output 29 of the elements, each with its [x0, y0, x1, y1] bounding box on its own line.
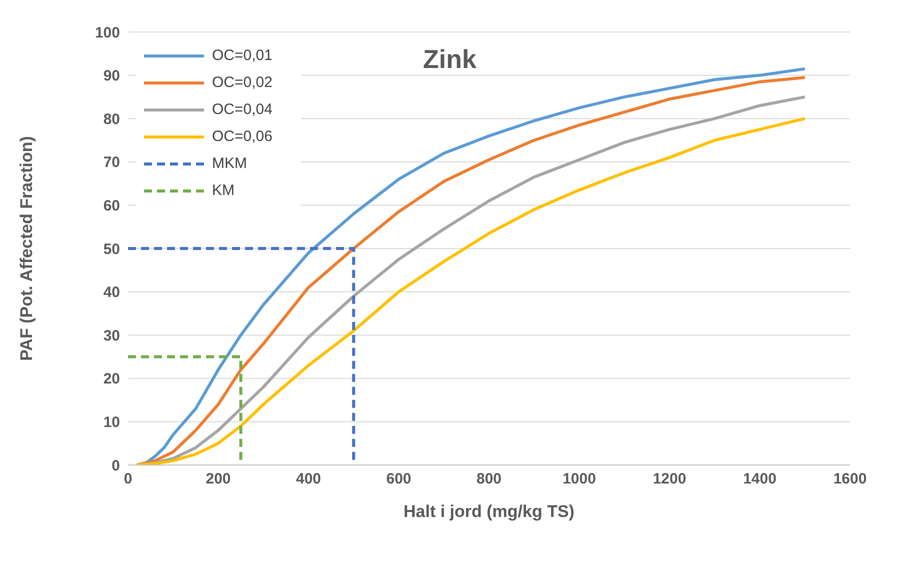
legend-label: MKM — [212, 155, 247, 172]
x-axis-title: Halt i jord (mg/kg TS) — [404, 502, 574, 521]
legend-label: OC=0,02 — [212, 74, 272, 91]
y-tick-label: 70 — [103, 154, 120, 172]
x-tick-label: 400 — [296, 470, 322, 488]
y-tick-label: 40 — [103, 284, 120, 302]
legend-label: OC=0,04 — [212, 101, 272, 118]
legend-label: KM — [212, 182, 234, 199]
y-tick-label: 80 — [103, 110, 120, 128]
x-tick-label: 800 — [476, 470, 502, 488]
text: Zink — [423, 44, 476, 75]
y-tick-label: 30 — [103, 327, 120, 344]
y-tick-label: 10 — [103, 414, 120, 432]
y-tick-label: 60 — [103, 198, 120, 215]
x-tick-label: 200 — [206, 470, 231, 488]
y-tick-label: 20 — [103, 370, 120, 388]
y-axis-title: PAF (Pot. Affected Fraction) — [17, 136, 36, 361]
x-tick-label: 1200 — [652, 470, 686, 488]
y-tick-label: 90 — [103, 68, 120, 85]
x-tick-label: 0 — [124, 470, 132, 488]
y-tick-label: 0 — [112, 457, 120, 474]
x-tick-label: 600 — [386, 470, 412, 488]
legend-label: OC=0,01 — [212, 47, 272, 64]
x-tick-label: 1400 — [743, 470, 776, 488]
legend-label: OC=0,06 — [212, 128, 272, 145]
y-tick-label: 100 — [94, 24, 120, 42]
x-tick-label: 1600 — [833, 470, 867, 488]
y-tick-label: 50 — [103, 240, 120, 258]
x-tick-label: 1000 — [562, 470, 596, 488]
